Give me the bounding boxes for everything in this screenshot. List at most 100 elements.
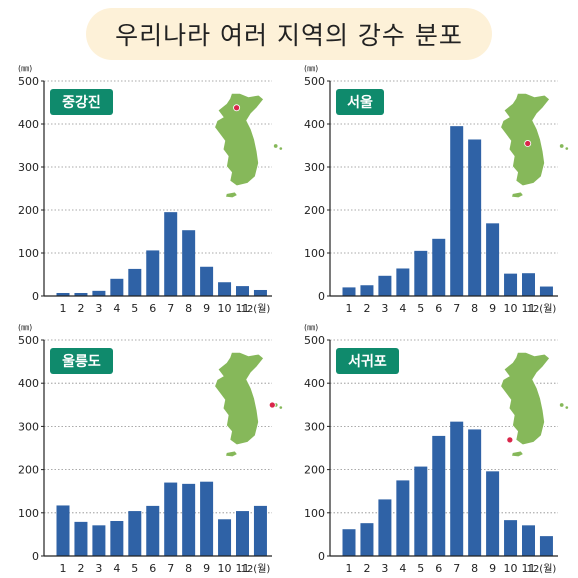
x-tick-label: 6 (149, 302, 156, 315)
station-name: 중강진 (62, 94, 101, 111)
bar-3 (92, 525, 106, 556)
x-tick-label: 10 (504, 302, 518, 315)
bar-11 (522, 273, 535, 296)
y-tick-label: 300 (18, 161, 39, 174)
location-marker (233, 104, 241, 112)
bar-3 (378, 499, 392, 556)
bar-2 (74, 521, 88, 556)
island-dot (279, 406, 283, 409)
bar-4 (396, 480, 410, 556)
bar-12(월) (539, 536, 553, 556)
y-tick-label: 400 (18, 118, 39, 131)
peninsula-shape (499, 351, 551, 446)
y-tick-label: 500 (304, 75, 325, 88)
y-tick-label: 500 (304, 334, 325, 347)
x-tick-label: 6 (149, 562, 156, 575)
x-tick-label: 9 (203, 302, 210, 315)
map-icon (213, 92, 283, 199)
y-tick-label: 100 (304, 247, 325, 260)
bar-1 (56, 292, 70, 296)
bar-11 (236, 511, 249, 556)
bar-6 (146, 505, 160, 556)
x-tick-label: 4 (113, 562, 120, 575)
bar-11 (236, 286, 249, 296)
y-tick-label: 400 (304, 118, 325, 131)
bar-9 (486, 223, 500, 296)
bar-10 (218, 282, 232, 296)
bar-10 (218, 519, 232, 556)
bar-9 (486, 471, 500, 556)
bar-8 (182, 483, 196, 556)
x-tick-label: 1 (60, 302, 67, 315)
bar-1 (342, 287, 356, 296)
x-tick-label: 12(월) (241, 563, 271, 575)
station-badge (50, 89, 113, 115)
x-tick-label: 1 (60, 562, 67, 575)
x-tick-label: 5 (131, 302, 138, 315)
x-tick-label: 11 (236, 562, 250, 575)
x-tick-label: 7 (167, 562, 174, 575)
x-tick-label: 12(월) (241, 303, 271, 315)
x-tick-label: 3 (95, 302, 102, 315)
x-tick-label: 11 (236, 302, 250, 315)
x-tick-label: 5 (417, 302, 424, 315)
bar-1 (56, 505, 70, 556)
y-tick-label: 0 (32, 290, 39, 303)
bar-8 (468, 429, 482, 556)
island-dot (279, 147, 283, 150)
y-tick-label: 100 (18, 247, 39, 260)
y-tick-label: 200 (304, 464, 325, 477)
x-tick-label: 2 (77, 302, 84, 315)
bar-7 (164, 212, 178, 296)
x-tick-label: 3 (381, 302, 388, 315)
x-tick-label: 12(월) (527, 563, 557, 575)
y-tick-label: 500 (18, 334, 39, 347)
x-tick-label: 6 (435, 562, 442, 575)
location-marker (506, 436, 514, 444)
jeju-shape (225, 191, 239, 199)
y-tick-label: 400 (18, 377, 39, 390)
station-name: 서귀포 (348, 353, 387, 370)
x-tick-label: 7 (453, 302, 460, 315)
bar-2 (74, 292, 88, 296)
island-dot (273, 144, 278, 148)
bar-9 (200, 481, 214, 556)
peninsula-shape (499, 92, 551, 187)
bar-3 (378, 275, 392, 296)
x-tick-label: 1 (346, 302, 353, 315)
bar-6 (432, 238, 446, 296)
bar-7 (450, 421, 464, 556)
x-tick-label: 2 (77, 562, 84, 575)
y-tick-label: 400 (304, 377, 325, 390)
y-tick-label: 500 (18, 75, 39, 88)
bar-1 (342, 529, 356, 556)
island-dot (559, 144, 564, 148)
bar-4 (110, 278, 124, 296)
x-tick-label: 11 (522, 302, 536, 315)
bar-10 (504, 520, 518, 556)
bar-11 (522, 525, 535, 556)
bar-2 (360, 523, 374, 556)
location-marker (524, 139, 532, 147)
map-icon (499, 351, 569, 458)
y-tick-label: 100 (304, 507, 325, 520)
y-tick-label: 0 (318, 290, 325, 303)
jeju-shape (511, 450, 525, 458)
bar-4 (396, 268, 410, 296)
station-badge (50, 348, 113, 374)
bar-6 (146, 250, 160, 296)
bar-6 (432, 435, 446, 556)
bar-7 (164, 482, 178, 556)
x-tick-label: 2 (363, 302, 370, 315)
x-tick-label: 8 (471, 562, 478, 575)
x-tick-label: 9 (203, 562, 210, 575)
x-tick-label: 1 (346, 562, 353, 575)
x-tick-label: 10 (218, 562, 232, 575)
x-tick-label: 4 (399, 302, 406, 315)
location-marker (268, 401, 276, 409)
island-dot (559, 403, 564, 407)
x-tick-label: 7 (453, 562, 460, 575)
bar-5 (128, 268, 142, 296)
